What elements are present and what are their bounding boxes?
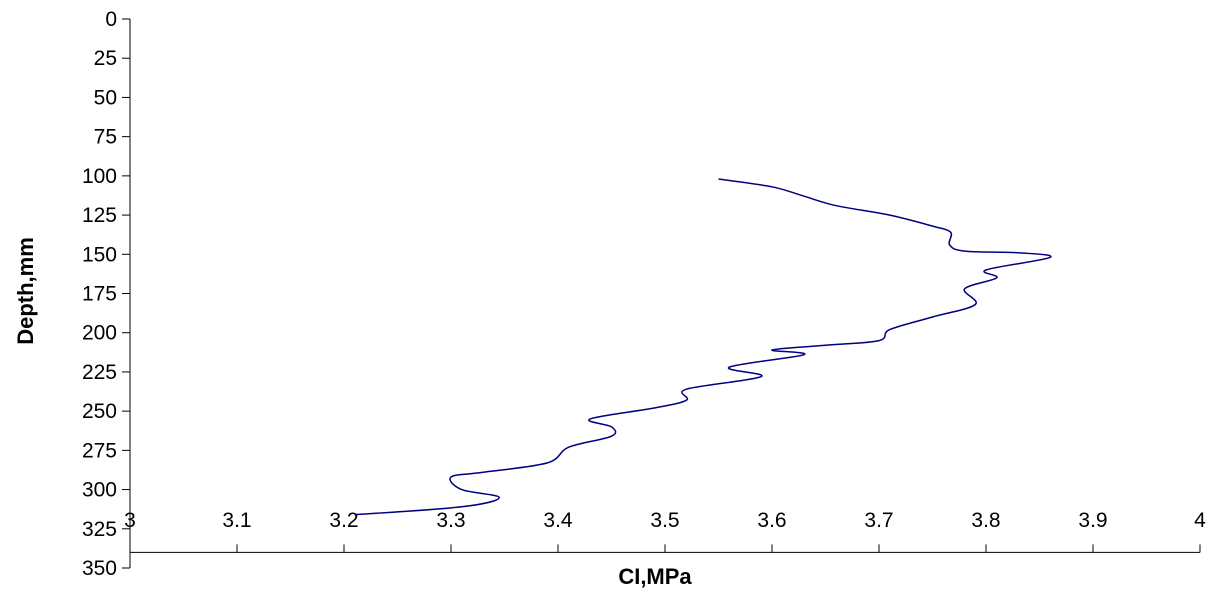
x-tick-label: 3.2: [329, 509, 358, 532]
y-tick-label: 200: [82, 322, 117, 345]
x-tick-label: 4: [1194, 509, 1206, 532]
x-tick-label: 3.7: [864, 509, 893, 532]
series-line: [354, 178, 1052, 516]
y-tick-label: 50: [94, 86, 117, 109]
x-tick-label: 3.1: [222, 509, 251, 532]
x-tick-label: 3.9: [1078, 509, 1107, 532]
y-tick-label: 350: [82, 557, 117, 580]
y-tick-label: 25: [94, 47, 117, 70]
x-tick-label: 3.5: [650, 509, 679, 532]
x-tick-label: 3: [124, 509, 136, 532]
y-tick-label: 325: [82, 518, 117, 541]
y-axis: 0 25 50 75 100 125 150 175 200 225 250 275 300 325 350: [82, 8, 131, 580]
y-tick-label: 300: [82, 479, 117, 502]
y-tick-label: 275: [82, 439, 117, 462]
y-axis-title: Depth,mm: [13, 237, 38, 345]
x-axis: 3 3.1 3.2 3.3 3.4 3.5 3.6 3.7 3.8 3.9 4: [124, 509, 1206, 553]
y-tick-label: 250: [82, 400, 117, 423]
y-tick-label: 0: [105, 8, 117, 31]
x-tick-label: 3.4: [543, 509, 573, 532]
y-tick-label: 175: [82, 283, 117, 306]
x-tick-label: 3.6: [757, 509, 786, 532]
x-axis-title: CI,MPa: [618, 564, 692, 589]
y-tick-label: 75: [94, 126, 117, 149]
x-tick-label: 3.8: [971, 509, 1000, 532]
y-tick-label: 100: [82, 165, 117, 188]
y-tick-label: 125: [82, 204, 117, 227]
y-tick-label: 150: [82, 243, 117, 266]
x-tick-label: 3.3: [436, 509, 465, 532]
series-group: [354, 178, 1052, 516]
y-tick-label: 225: [82, 361, 117, 384]
